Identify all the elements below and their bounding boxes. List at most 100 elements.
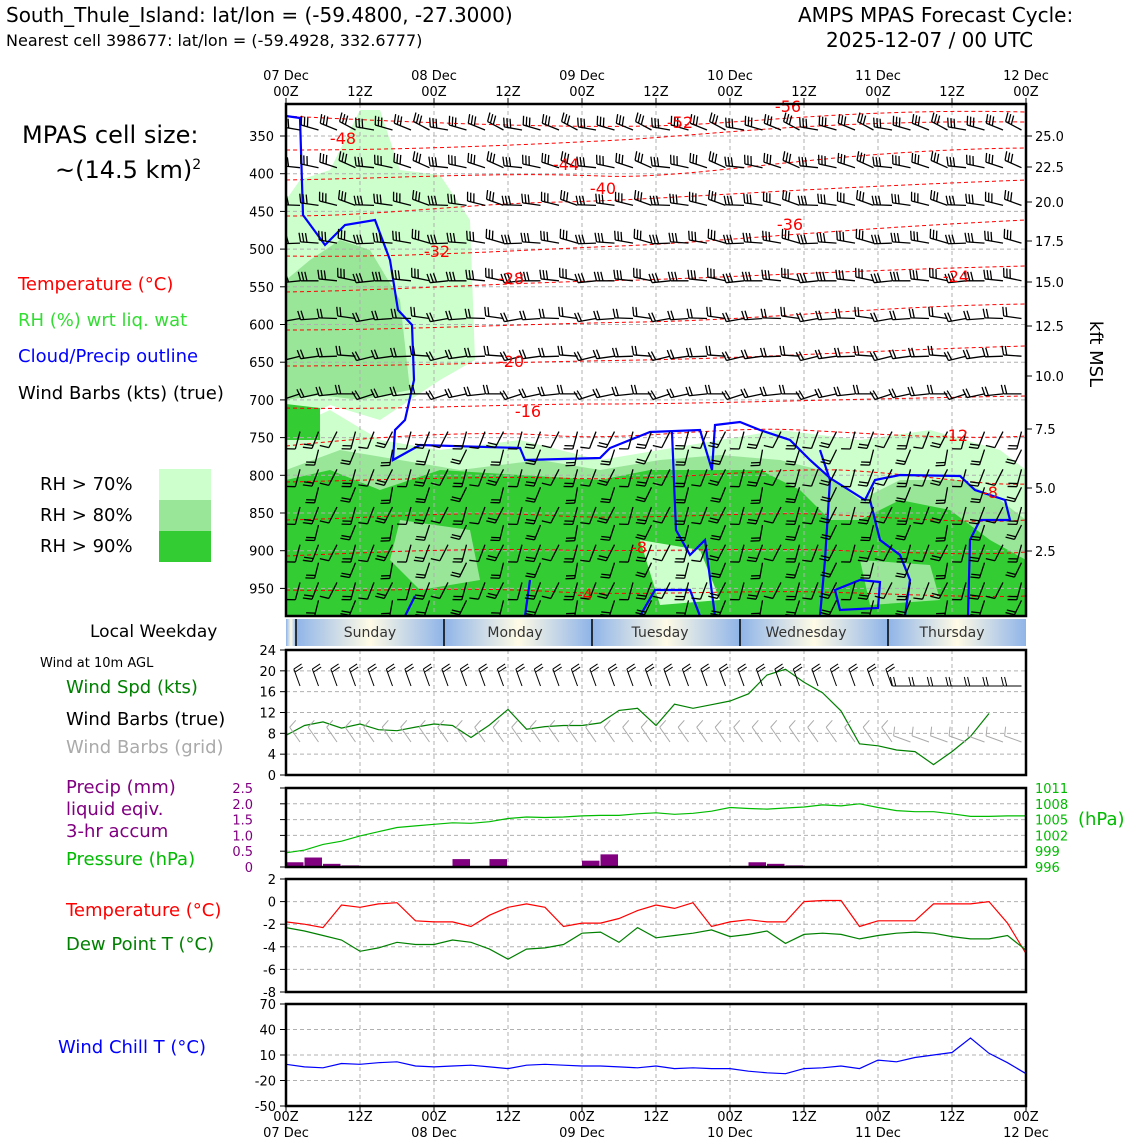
wind-barb-feather bbox=[300, 310, 305, 320]
wind-barb-feather bbox=[707, 384, 712, 395]
wind-barb bbox=[366, 469, 375, 487]
kft-tick-label: 2.5 bbox=[1035, 545, 1056, 560]
wind-barb bbox=[328, 582, 338, 599]
temperature-contour-label: -8 bbox=[982, 483, 998, 502]
wind-barb-feather bbox=[744, 271, 749, 281]
wind-barb-feather bbox=[686, 308, 690, 319]
wind-barb-feather bbox=[526, 572, 536, 576]
wind-barb-grid-feather bbox=[400, 719, 408, 728]
wind-barb bbox=[960, 544, 967, 563]
wind-barb-feather bbox=[541, 595, 551, 600]
wind-barb-feather bbox=[560, 345, 564, 356]
wind-barb-feather bbox=[600, 576, 610, 579]
wind-barb-feather bbox=[796, 273, 801, 283]
wind-barb-feather bbox=[501, 195, 505, 205]
wind-barb-feather bbox=[970, 271, 974, 281]
wind-barb-feather bbox=[785, 576, 795, 579]
wind-barb-feather bbox=[636, 533, 646, 538]
wind-barb-feather bbox=[414, 556, 425, 560]
wind-barb-feather bbox=[372, 232, 376, 242]
wind-barb-feather bbox=[799, 117, 801, 127]
wind-barb-feather bbox=[525, 537, 535, 541]
wind-barb-grid-feather bbox=[862, 719, 870, 728]
wind-barb-feather bbox=[1001, 345, 1005, 356]
wind-barb-feather bbox=[930, 151, 934, 161]
wind-barb-feather bbox=[318, 230, 320, 241]
wind-barb-feather bbox=[894, 194, 897, 204]
wind-barb-feather bbox=[842, 231, 845, 242]
wind-barb-feather bbox=[970, 538, 980, 541]
wind-barb-feather bbox=[872, 390, 879, 399]
wind-barb bbox=[627, 582, 634, 600]
wind-barb bbox=[849, 544, 856, 563]
wind-barb-feather bbox=[635, 446, 646, 450]
wind-barb-feather bbox=[523, 232, 527, 243]
wind-barb-feather bbox=[708, 520, 718, 524]
wind-barb-feather bbox=[862, 192, 865, 202]
wind-barb bbox=[366, 544, 375, 562]
wind-barb-feather bbox=[418, 153, 422, 164]
wind-barb-feather bbox=[566, 192, 569, 202]
wind-barb-feather bbox=[303, 594, 314, 597]
wind-barb-grid-feather bbox=[770, 719, 778, 728]
wind-barb-feather bbox=[338, 345, 342, 356]
wind-barb-true-feather bbox=[664, 666, 673, 673]
wind-barb-true-feather bbox=[1004, 676, 1008, 687]
wind-barb-feather bbox=[650, 390, 657, 399]
wind-barb-feather bbox=[376, 194, 379, 204]
wind-barb-feather bbox=[322, 153, 325, 164]
wind-barb bbox=[810, 544, 819, 562]
legend-rh90-label: RH > 90% bbox=[40, 536, 133, 557]
wind-barb-grid bbox=[770, 726, 782, 743]
wind-barb-feather bbox=[780, 306, 783, 317]
wind-barb-feather bbox=[971, 498, 981, 501]
wind-barb-feather bbox=[837, 347, 841, 357]
wind-barb-feather bbox=[640, 192, 643, 202]
wind-barb-true-feather bbox=[811, 663, 820, 670]
wind-barb-feather bbox=[651, 273, 656, 283]
wind-barb-feather bbox=[970, 576, 980, 579]
wind-barb-feather bbox=[931, 479, 941, 484]
wind-barb-feather bbox=[541, 444, 551, 449]
wind-barb-feather bbox=[547, 154, 550, 165]
wind-barb-feather bbox=[451, 571, 461, 576]
wind-barb-feather bbox=[636, 556, 647, 560]
wind-barb-feather bbox=[909, 269, 912, 280]
wind-barb-feather bbox=[634, 112, 639, 122]
wind-barb-feather bbox=[931, 555, 941, 559]
wind-barb-true-feather bbox=[645, 663, 654, 670]
wind-barb-feather bbox=[637, 152, 641, 162]
wind-barb-feather bbox=[878, 157, 882, 167]
kft-tick-label: 20.0 bbox=[1035, 196, 1064, 211]
wind-barb-feather bbox=[693, 270, 697, 280]
wind-barb-feather bbox=[451, 533, 461, 538]
wind-barb-feather bbox=[896, 459, 906, 463]
wind-barb-feather bbox=[615, 308, 619, 319]
wind-barb-feather bbox=[370, 389, 376, 398]
pressure-tick-label: 750 bbox=[249, 432, 274, 447]
wind-barb-true bbox=[404, 668, 412, 687]
wind-barb-feather bbox=[519, 271, 524, 281]
wind-barb-feather bbox=[786, 573, 796, 576]
wind-barb-true-feather bbox=[608, 663, 617, 670]
wind-barb-feather bbox=[714, 192, 717, 202]
wind-barb-feather bbox=[525, 481, 536, 484]
wind-barb-feather bbox=[936, 192, 939, 202]
wind-barb-true-feather bbox=[720, 666, 729, 673]
wind-barb bbox=[366, 582, 375, 600]
wind-barb-feather bbox=[785, 113, 790, 124]
wind-barb-true-feather bbox=[889, 676, 893, 687]
wind-barb-feather bbox=[302, 446, 313, 450]
wind-barb-true bbox=[644, 668, 652, 687]
wind-barb-feather bbox=[445, 271, 450, 281]
wind-barb-feather bbox=[583, 118, 586, 129]
wind-barb-feather bbox=[447, 388, 453, 398]
wind-barb-feather bbox=[740, 349, 746, 359]
wind-barb-feather bbox=[984, 230, 986, 241]
wind-barb bbox=[661, 506, 671, 524]
wind-barb bbox=[439, 469, 449, 486]
wind-barb-feather bbox=[636, 518, 647, 522]
wind-barb-feather bbox=[487, 555, 497, 559]
wind-barb-feather bbox=[877, 234, 882, 244]
